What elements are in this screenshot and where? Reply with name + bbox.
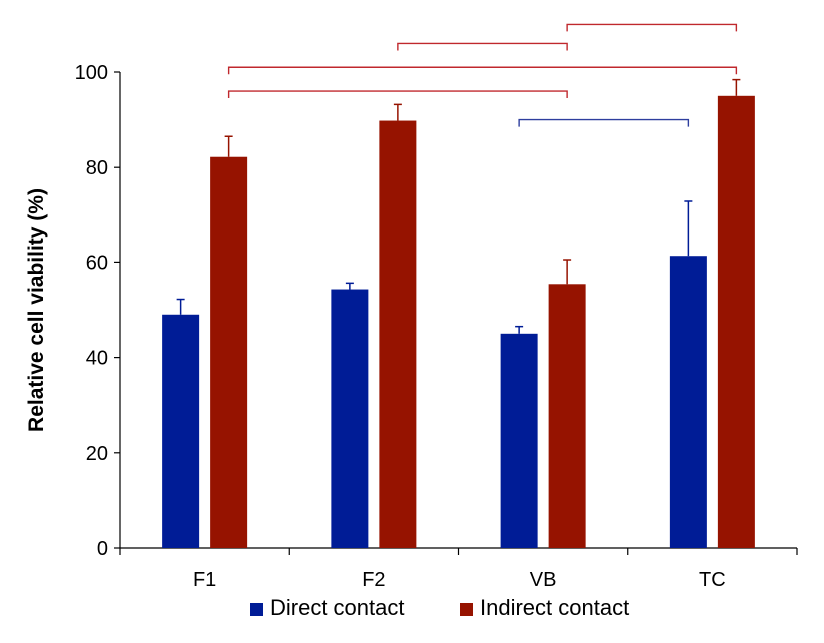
x-category-label: TC — [699, 569, 726, 591]
legend-label: Direct contact — [270, 595, 405, 620]
significance-bracket — [227, 90, 568, 99]
legend-swatch — [460, 603, 473, 616]
x-category-label: F1 — [193, 569, 216, 591]
y-tick-label: 60 — [86, 252, 108, 274]
bar-direct-contact-f2 — [331, 289, 369, 548]
bar-direct-contact-f1 — [162, 314, 200, 548]
y-axis-title: Relative cell viability (%) — [25, 188, 48, 432]
bar-indirect-contact-vb — [548, 284, 586, 548]
significance-bracket — [397, 42, 568, 51]
significance-bracket — [227, 66, 738, 75]
axes: 0 20 40 60 80 100 F1 F2 VB TC — [75, 62, 798, 591]
bars — [162, 95, 755, 549]
legend-swatch — [250, 603, 263, 616]
significance-bracket — [566, 23, 738, 32]
legend: Direct contact Indirect contact — [250, 595, 629, 620]
x-category-label: F2 — [362, 569, 385, 591]
bar-direct-contact-tc — [669, 256, 707, 548]
bar-indirect-contact-f1 — [210, 156, 248, 548]
significance-brackets — [227, 23, 738, 127]
error-bars — [176, 78, 741, 334]
y-tick-label: 40 — [86, 348, 108, 370]
bar-indirect-contact-f2 — [379, 120, 417, 548]
bar-indirect-contact-tc — [717, 95, 755, 549]
legend-label: Indirect contact — [480, 595, 629, 620]
y-tick-label: 80 — [86, 157, 108, 179]
y-tick-label: 0 — [97, 538, 108, 560]
y-tick-label: 20 — [86, 443, 108, 465]
bar-direct-contact-vb — [500, 333, 538, 548]
y-tick-label: 100 — [75, 62, 108, 84]
x-category-label: VB — [530, 569, 557, 591]
significance-bracket — [518, 118, 690, 127]
